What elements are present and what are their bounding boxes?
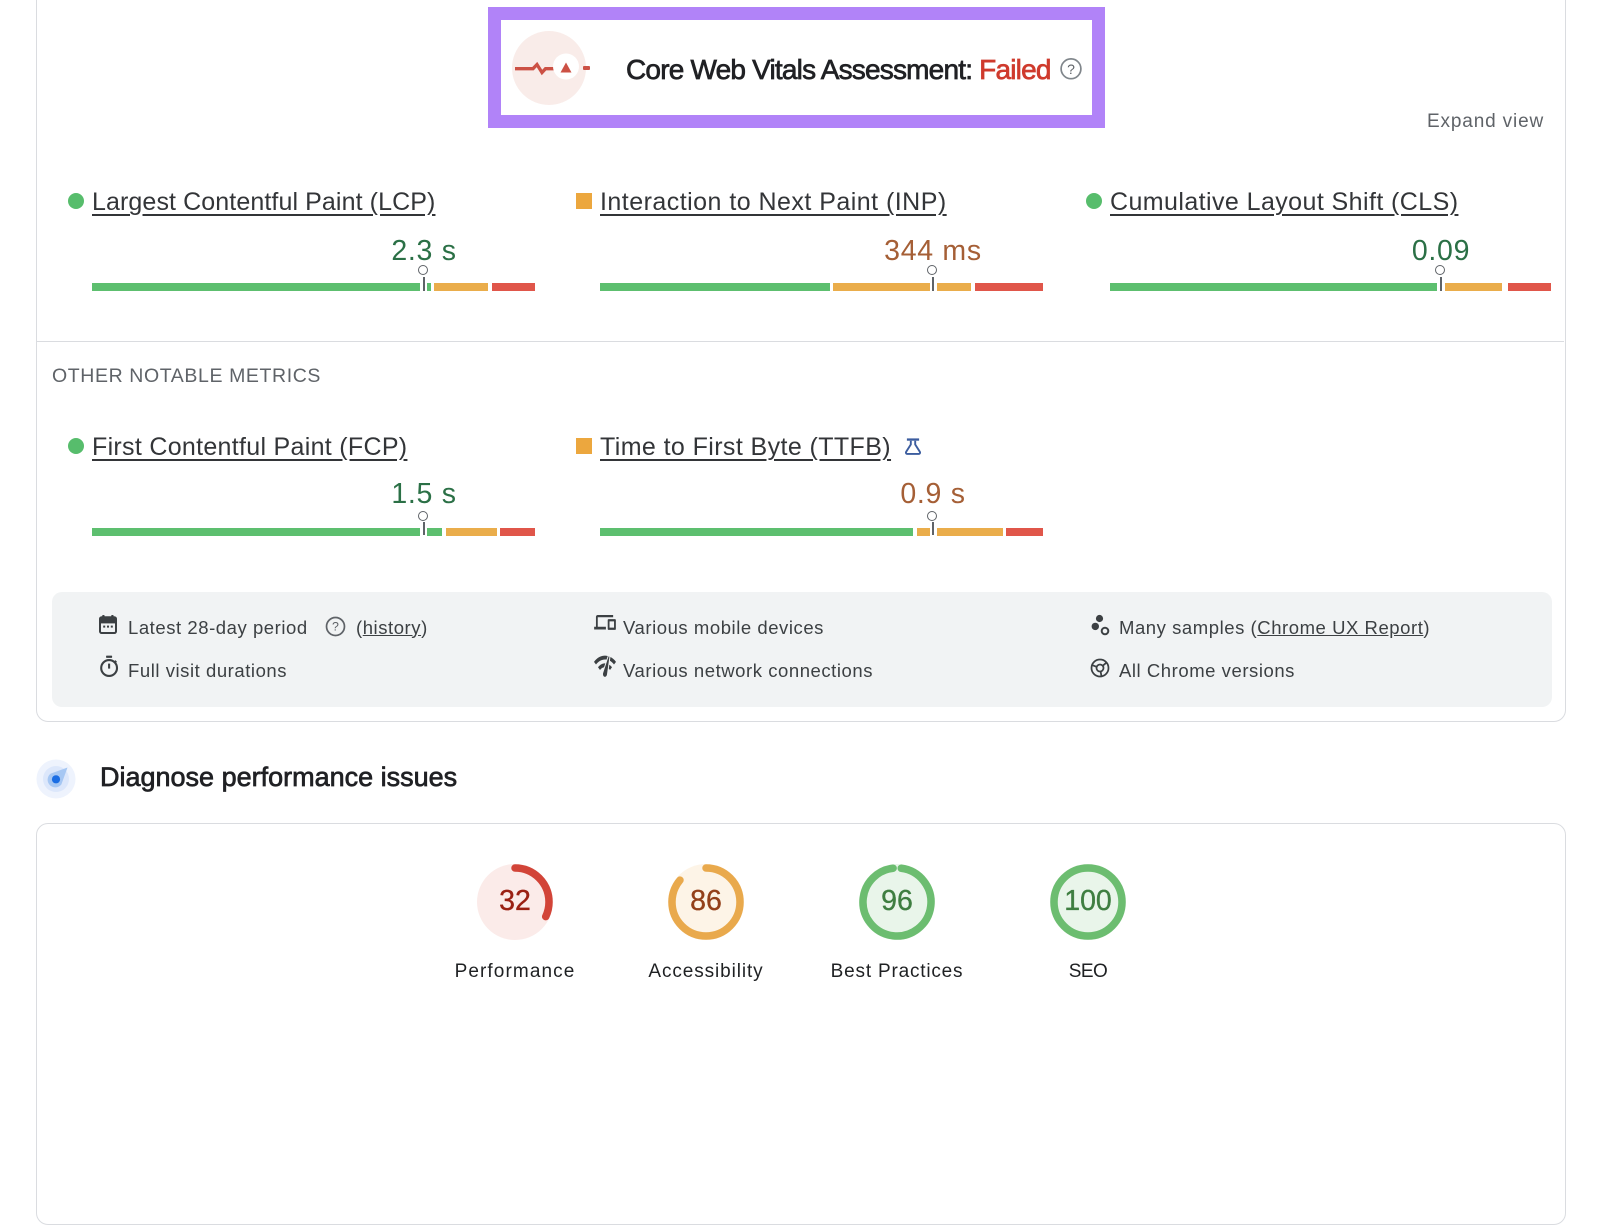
svg-text:?: ? <box>1067 61 1075 77</box>
svg-text:?: ? <box>332 620 339 634</box>
